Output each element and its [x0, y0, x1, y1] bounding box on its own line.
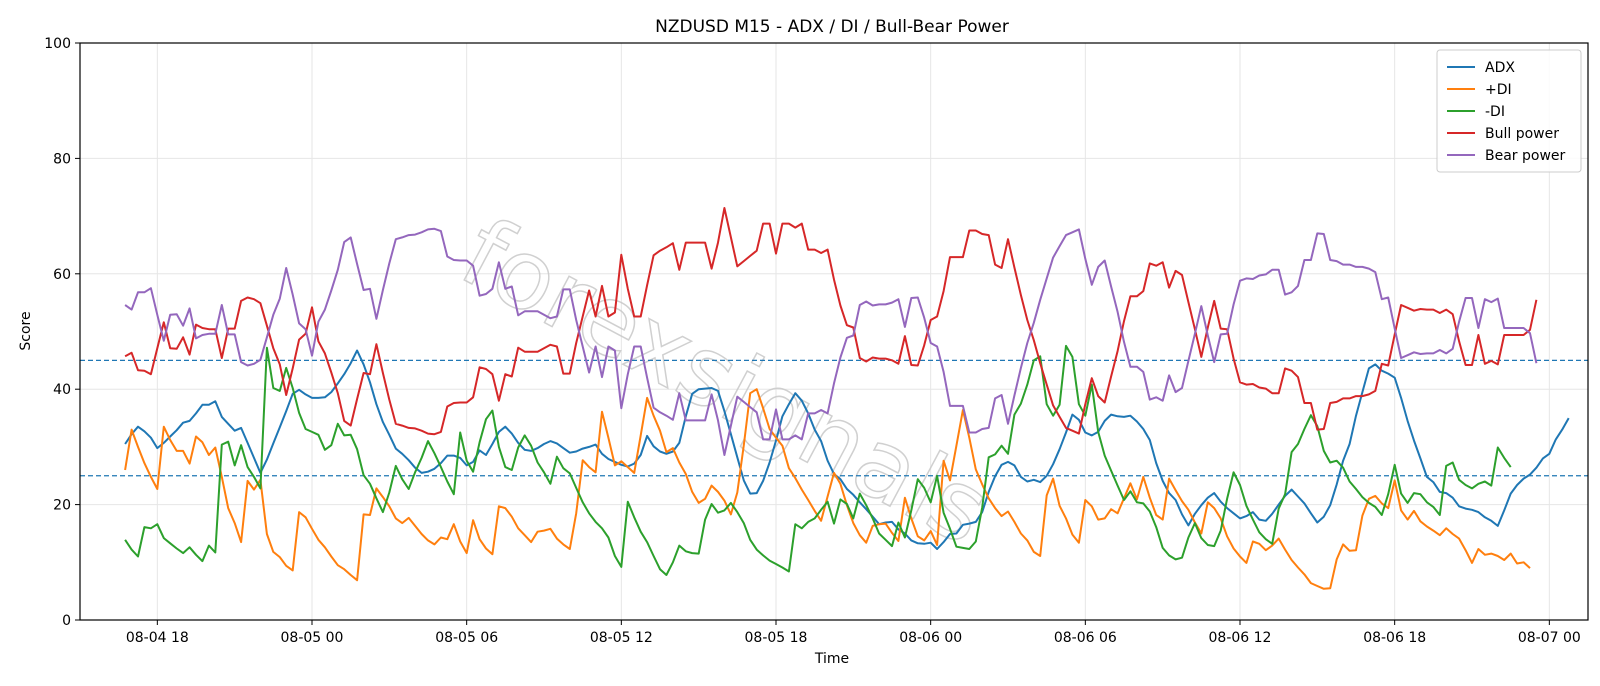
legend-label: Bull power	[1485, 126, 1559, 142]
y-tick-label: 40	[53, 382, 71, 398]
y-tick-label: 60	[53, 267, 71, 283]
y-axis-ticks: 0 20 40 60 80 100	[44, 36, 80, 629]
y-tick-label: 20	[53, 498, 71, 514]
x-tick-label: 08-05 00	[281, 630, 344, 646]
y-tick-label: 100	[44, 36, 71, 52]
legend-box	[1436, 49, 1582, 173]
series-line-bear-power	[124, 227, 1538, 456]
x-tick-label: 08-05 06	[435, 630, 498, 646]
x-tick-label: 08-07 00	[1518, 630, 1581, 646]
x-axis-label: Time	[814, 651, 849, 667]
x-tick-label: 08-06 06	[1054, 630, 1117, 646]
y-tick-label: 80	[53, 151, 71, 167]
chart-title: NZDUSD M15 - ADX / DI / Bull-Bear Power	[655, 17, 1009, 37]
legend-label: +DI	[1485, 82, 1512, 98]
x-tick-label: 08-06 00	[899, 630, 962, 646]
x-tick-label: 08-04 18	[126, 630, 189, 646]
series-line-di	[124, 344, 1512, 576]
legend-label: -DI	[1485, 104, 1505, 120]
series-line-bull-power	[124, 207, 1538, 436]
x-tick-label: 08-05 12	[590, 630, 653, 646]
series-line-adx	[124, 349, 1570, 550]
x-axis-ticks: 08-04 18 08-05 00 08-05 06 08-05 12 08-05 18…	[126, 620, 1581, 646]
legend: ADX +DI -DI Bull power Bear power	[1436, 49, 1582, 173]
x-tick-label: 08-06 12	[1209, 630, 1272, 646]
x-tick-label: 08-05 18	[745, 630, 808, 646]
series-lines	[124, 207, 1570, 590]
y-axis-label: Score	[18, 311, 34, 350]
legend-label: ADX	[1485, 60, 1515, 76]
x-tick-label: 08-06 18	[1363, 630, 1426, 646]
legend-label: Bear power	[1485, 148, 1566, 164]
series-line-di	[124, 388, 1531, 590]
plot-area-frame	[79, 42, 1589, 621]
y-tick-label: 0	[62, 613, 71, 629]
